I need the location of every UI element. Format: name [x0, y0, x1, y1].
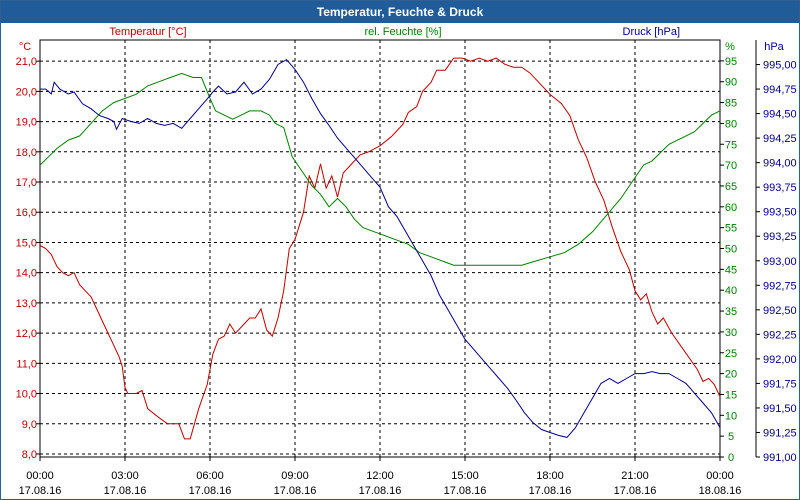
- time-tick-label: 12:00: [366, 470, 394, 482]
- pressure-tick-label: 992,00: [763, 354, 797, 366]
- temperature-tick-label: 14,0: [16, 268, 37, 280]
- temperature-tick-label: 15,0: [16, 237, 37, 249]
- date-tick-label: 17.08.16: [19, 485, 62, 497]
- temperature-tick-label: 10,0: [16, 389, 37, 401]
- pressure-tick-label: 992,50: [763, 305, 797, 317]
- temperature-tick-label: 12,0: [16, 328, 37, 340]
- humidity-tick-label: 55: [725, 223, 737, 235]
- series-line-temperature: [39, 57, 721, 440]
- series-lines: [39, 57, 721, 440]
- temperature-tick-label: 19,0: [16, 117, 37, 129]
- humidity-tick-label: 0: [728, 452, 734, 464]
- temperature-tick-label: 13,0: [16, 298, 37, 310]
- date-tick-label: 18.08.16: [699, 485, 742, 497]
- pressure-tick-label: 991,75: [763, 378, 797, 390]
- humidity-tick-label: 20: [725, 369, 737, 381]
- temperature-tick-label: 20,0: [16, 86, 37, 98]
- pressure-tick-label: 991,50: [763, 403, 797, 415]
- humidity-tick-label: 75: [725, 139, 737, 151]
- temperature-tick-label: 18,0: [16, 147, 37, 159]
- date-tick-label: 17.08.16: [189, 485, 232, 497]
- humidity-tick-label: 60: [725, 202, 737, 214]
- pressure-tick-label: 992,25: [763, 329, 797, 341]
- time-tick-label: 00:00: [706, 470, 734, 482]
- humidity-axis: % 0 5 10 15 20 25 30 35 40 45 50 55 60 65 70 75 80 85 90 95: [720, 41, 737, 464]
- temperature-axis: °C 8,0 9,0 10,0 11,0 12,0 13,0 14,0 15,0 16,0 17,0…: [16, 41, 40, 461]
- humidity-tick-label: 50: [725, 244, 737, 256]
- time-tick-label: 15:00: [451, 470, 479, 482]
- time-tick-label: 06:00: [196, 470, 224, 482]
- pressure-tick-label: 994,25: [763, 133, 797, 145]
- humidity-tick-label: 95: [725, 56, 737, 68]
- temperature-tick-label: 17,0: [16, 177, 37, 189]
- humidity-tick-label: 30: [725, 327, 737, 339]
- humidity-tick-label: 65: [725, 181, 737, 193]
- time-tick-label: 03:00: [111, 470, 139, 482]
- pressure-tick-label: 993,50: [763, 207, 797, 219]
- grid-lines: [40, 40, 720, 457]
- humidity-tick-label: 85: [725, 98, 737, 110]
- temperature-unit: °C: [19, 41, 31, 53]
- date-tick-label: 17.08.16: [614, 485, 657, 497]
- date-tick-label: 17.08.16: [529, 485, 572, 497]
- temperature-tick-label: 8,0: [22, 449, 37, 461]
- time-axis: 00:00 17.08.16 03:00 17.08.16 06:00 17.08.16 0…: [19, 457, 742, 497]
- pressure-tick-label: 991,25: [763, 427, 797, 439]
- pressure-axis: hPa 991,00 991,25 991,50 991,75 992,00 992,25 9…: [755, 40, 797, 464]
- window-title: Temperatur, Feuchte & Druck: [1, 1, 799, 23]
- pressure-tick-label: 993,25: [763, 231, 797, 243]
- date-tick-label: 17.08.16: [274, 485, 317, 497]
- humidity-tick-label: 15: [725, 389, 737, 401]
- time-tick-label: 21:00: [621, 470, 649, 482]
- date-tick-label: 17.08.16: [104, 485, 147, 497]
- legend-entry: Druck [hPa]: [623, 26, 680, 38]
- humidity-tick-label: 25: [725, 348, 737, 360]
- date-tick-label: 17.08.16: [359, 485, 402, 497]
- pressure-tick-label: 994,00: [763, 158, 797, 170]
- humidity-tick-label: 45: [725, 264, 737, 276]
- humidity-tick-label: 10: [725, 410, 737, 422]
- series-line-pressure: [40, 58, 721, 438]
- pressure-tick-label: 991,00: [763, 452, 797, 464]
- humidity-tick-label: 35: [725, 306, 737, 318]
- series-line-humidity: [39, 72, 721, 266]
- pressure-tick-label: 993,00: [763, 256, 797, 268]
- temperature-tick-label: 11,0: [16, 358, 37, 370]
- legend: Temperatur [°C] rel. Feuchte [%] Druck [hP…: [109, 26, 680, 38]
- pressure-unit: hPa: [764, 41, 784, 53]
- humidity-tick-label: 70: [725, 160, 737, 172]
- time-tick-label: 00:00: [26, 470, 54, 482]
- pressure-tick-label: 993,75: [763, 182, 797, 194]
- humidity-tick-label: 5: [728, 431, 734, 443]
- humidity-tick-label: 40: [725, 285, 737, 297]
- temperature-tick-label: 9,0: [22, 419, 37, 431]
- humidity-tick-label: 90: [725, 77, 737, 89]
- temperature-tick-label: 21,0: [16, 56, 37, 68]
- humidity-unit: %: [725, 41, 735, 53]
- legend-entry: Temperatur [°C]: [109, 26, 186, 38]
- pressure-tick-label: 992,75: [763, 280, 797, 292]
- pressure-tick-label: 995,00: [763, 60, 797, 72]
- legend-entry: rel. Feuchte [%]: [364, 26, 441, 38]
- temperature-tick-label: 16,0: [16, 207, 37, 219]
- date-tick-label: 17.08.16: [444, 485, 487, 497]
- time-tick-label: 09:00: [281, 470, 309, 482]
- pressure-tick-label: 994,50: [763, 109, 797, 121]
- time-tick-label: 18:00: [536, 470, 564, 482]
- pressure-tick-label: 994,75: [763, 84, 797, 96]
- humidity-tick-label: 80: [725, 118, 737, 130]
